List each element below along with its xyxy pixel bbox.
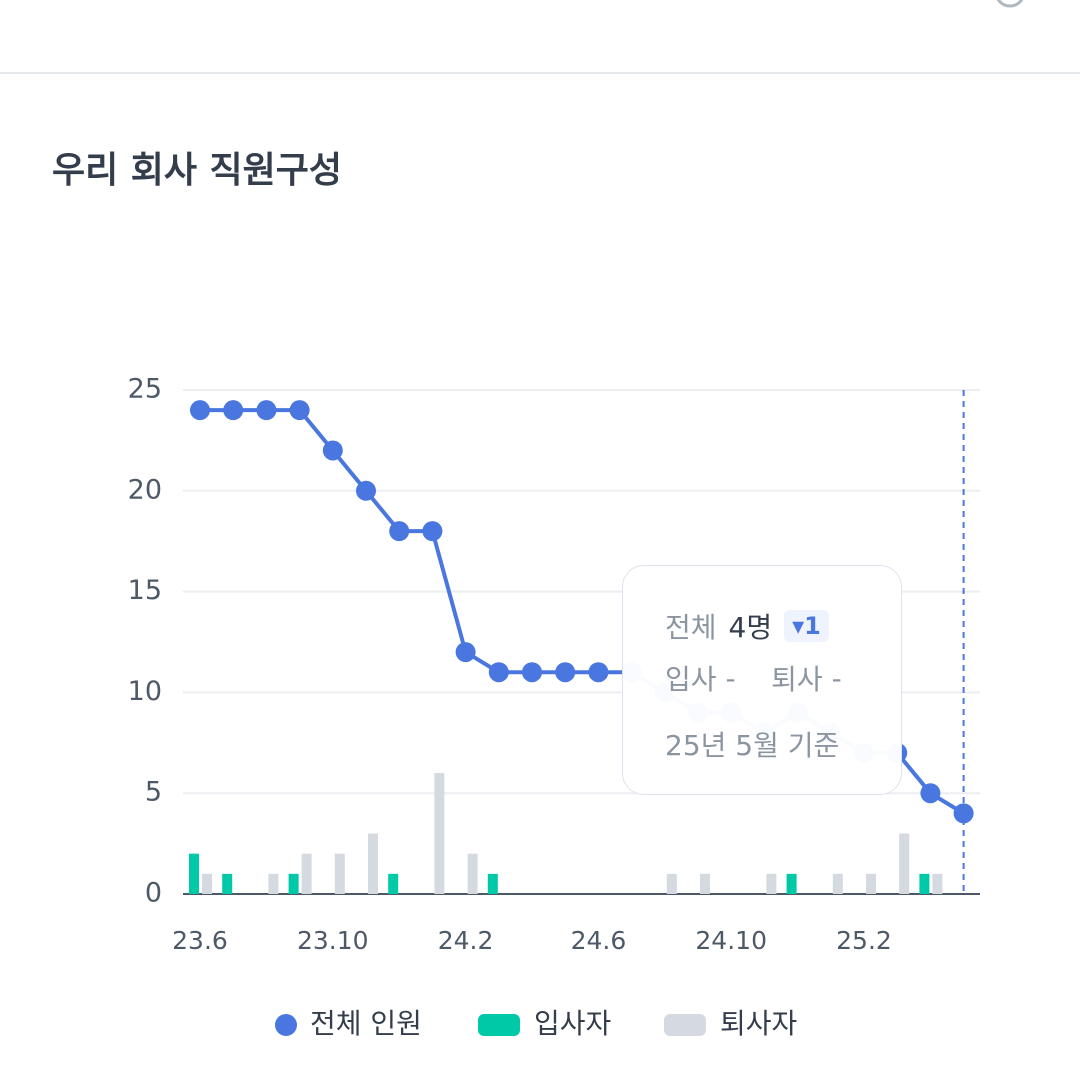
y-tick-label: 0 <box>145 878 162 909</box>
point <box>920 783 941 804</box>
x-tick-label: 24.2 <box>438 926 494 955</box>
y-tick-label: 5 <box>145 777 162 808</box>
legend-marker <box>275 1014 297 1036</box>
bar <box>334 853 345 894</box>
bar <box>467 853 478 894</box>
point <box>953 803 974 824</box>
tooltip-label: 전체 <box>665 611 717 644</box>
point <box>555 662 576 683</box>
point <box>356 480 376 501</box>
x-tick-label: 24.6 <box>571 926 627 955</box>
header-icon[interactable] <box>996 0 1024 8</box>
y-tick-label: 10 <box>128 676 162 707</box>
bar <box>932 873 943 894</box>
change-badge: ▾1 <box>784 610 829 642</box>
tooltip-row: 전체 4명 ▾1 <box>665 600 901 652</box>
bar <box>919 873 930 894</box>
legend-label: 입사자 <box>534 1007 611 1040</box>
tooltip-basis: 25년 5월 기준 <box>665 729 840 762</box>
bar <box>189 853 199 894</box>
card-title: 우리 회사 직원구성 <box>52 150 342 191</box>
x-tick-label: 23.10 <box>297 926 369 955</box>
legend-label: 퇴사자 <box>720 1007 797 1040</box>
y-tick-label: 20 <box>128 474 162 505</box>
bar <box>288 873 299 894</box>
point <box>455 642 476 663</box>
bar <box>866 873 876 894</box>
y-tick-label: 15 <box>128 575 162 606</box>
point <box>256 400 277 421</box>
bar <box>268 873 279 894</box>
bar <box>222 873 233 894</box>
tooltip-value: - <box>831 661 842 695</box>
point <box>223 400 244 421</box>
legend-marker <box>664 1014 706 1036</box>
bar <box>700 873 710 894</box>
bar <box>666 873 677 894</box>
bar <box>899 833 910 894</box>
change-value: 1 <box>804 612 821 640</box>
tooltip: 전체 4명 ▾1 입사 - 퇴사 - 25년 5월 기준 <box>622 565 902 795</box>
bar <box>487 873 498 894</box>
legend-label: 전체 인원 <box>310 1007 422 1040</box>
point <box>322 440 343 461</box>
bar <box>786 873 797 894</box>
legend-marker <box>478 1014 520 1036</box>
point <box>190 400 210 421</box>
tooltip-value: - <box>725 661 736 695</box>
point <box>522 662 542 683</box>
y-tick-label: 25 <box>128 374 162 405</box>
bar <box>766 873 777 894</box>
bar <box>301 853 312 894</box>
point <box>488 662 509 683</box>
bar <box>202 873 212 894</box>
x-tick-label: 25.2 <box>836 926 892 955</box>
bar <box>434 773 445 894</box>
point <box>389 521 410 542</box>
tooltip-value: 4명 <box>728 611 773 644</box>
point <box>289 400 310 421</box>
bar <box>388 873 399 894</box>
tooltip-label: 입사 <box>665 663 717 696</box>
x-tick-label: 24.10 <box>695 926 767 955</box>
point <box>588 662 609 683</box>
tooltip-row: 입사 - 퇴사 - <box>665 652 901 704</box>
tooltip-label: 퇴사 <box>771 663 823 696</box>
point <box>422 521 443 542</box>
bar <box>368 833 378 894</box>
bar <box>832 873 843 894</box>
x-tick-label: 23.6 <box>172 926 228 955</box>
